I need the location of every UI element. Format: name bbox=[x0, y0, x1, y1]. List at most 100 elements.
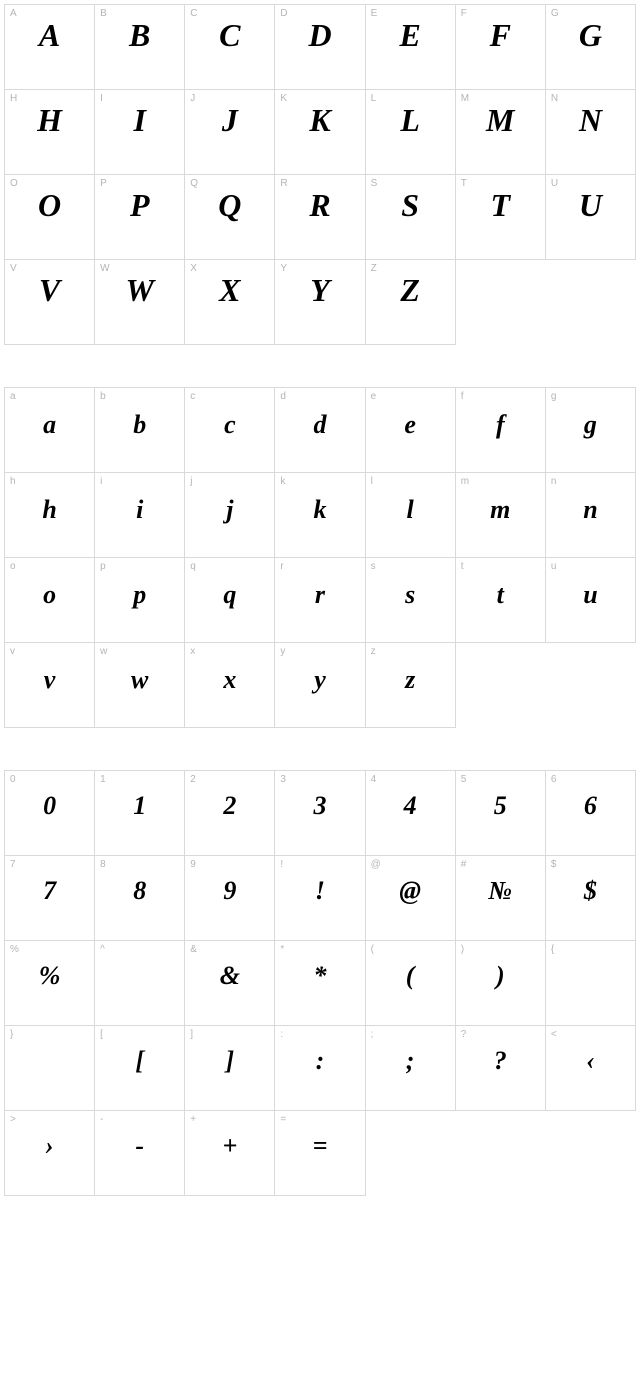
glyph-cell[interactable]: <‹ bbox=[546, 1026, 636, 1111]
glyph-cell[interactable]: mm bbox=[456, 473, 546, 558]
glyph-cell[interactable]: ZZ bbox=[366, 260, 456, 345]
glyph-cell[interactable]: XX bbox=[185, 260, 275, 345]
glyph-cell[interactable]: WW bbox=[95, 260, 185, 345]
glyph-cell[interactable]: RR bbox=[275, 175, 365, 260]
glyph-cell[interactable]: 33 bbox=[275, 771, 365, 856]
glyph-cell[interactable]: jj bbox=[185, 473, 275, 558]
glyph-cell[interactable]: YY bbox=[275, 260, 365, 345]
glyph-cell[interactable]: ++ bbox=[185, 1111, 275, 1196]
glyph: & bbox=[185, 963, 274, 989]
glyph-cell[interactable]: vv bbox=[5, 643, 95, 728]
glyph-cell[interactable]: ww bbox=[95, 643, 185, 728]
glyph-cell[interactable]: ii bbox=[95, 473, 185, 558]
glyph-cell[interactable]: 66 bbox=[546, 771, 636, 856]
glyph-cell[interactable]: kk bbox=[275, 473, 365, 558]
glyph-cell[interactable]: 00 bbox=[5, 771, 95, 856]
glyph-cell[interactable]: 99 bbox=[185, 856, 275, 941]
glyph-cell[interactable]: ll bbox=[366, 473, 456, 558]
glyph-cell[interactable]: nn bbox=[546, 473, 636, 558]
glyph-cell[interactable]: JJ bbox=[185, 90, 275, 175]
glyph-cell[interactable]: !! bbox=[275, 856, 365, 941]
glyph: l bbox=[366, 497, 455, 523]
glyph-cell[interactable]: && bbox=[185, 941, 275, 1026]
glyph-cell[interactable]: HH bbox=[5, 90, 95, 175]
glyph-cell[interactable]: } bbox=[5, 1026, 95, 1111]
glyph-cell[interactable]: 11 bbox=[95, 771, 185, 856]
glyph-cell[interactable]: ;; bbox=[366, 1026, 456, 1111]
glyph-cell[interactable]: pp bbox=[95, 558, 185, 643]
glyph-cell[interactable]: yy bbox=[275, 643, 365, 728]
glyph-cell[interactable]: 88 bbox=[95, 856, 185, 941]
glyph-cell[interactable]: (( bbox=[366, 941, 456, 1026]
glyph-cell[interactable]: NN bbox=[546, 90, 636, 175]
cell-label: i bbox=[100, 476, 103, 487]
glyph-cell[interactable]: SS bbox=[366, 175, 456, 260]
glyph-cell[interactable]: [[ bbox=[95, 1026, 185, 1111]
glyph-cell[interactable]: rr bbox=[275, 558, 365, 643]
glyph-cell[interactable]: aa bbox=[5, 388, 95, 473]
cell-label: e bbox=[371, 391, 377, 402]
glyph: J bbox=[185, 104, 274, 136]
glyph-cell[interactable]: MM bbox=[456, 90, 546, 175]
glyph-cell[interactable]: GG bbox=[546, 5, 636, 90]
glyph-cell[interactable]: hh bbox=[5, 473, 95, 558]
glyph-cell[interactable]: ** bbox=[275, 941, 365, 1026]
glyph-cell[interactable]: #№ bbox=[456, 856, 546, 941]
glyph-cell[interactable]: tt bbox=[456, 558, 546, 643]
glyph-cell[interactable]: KK bbox=[275, 90, 365, 175]
cell-label: 1 bbox=[100, 774, 106, 785]
glyph-cell[interactable]: ee bbox=[366, 388, 456, 473]
glyph-cell[interactable]: -- bbox=[95, 1111, 185, 1196]
glyph-cell[interactable]: cc bbox=[185, 388, 275, 473]
glyph-cell[interactable]: FF bbox=[456, 5, 546, 90]
glyph-cell[interactable]: QQ bbox=[185, 175, 275, 260]
glyph-cell[interactable]: ff bbox=[456, 388, 546, 473]
glyph: R bbox=[275, 189, 364, 221]
glyph-cell[interactable]: zz bbox=[366, 643, 456, 728]
glyph-cell[interactable]: LL bbox=[366, 90, 456, 175]
glyph-cell[interactable]: II bbox=[95, 90, 185, 175]
glyph-cell[interactable]: dd bbox=[275, 388, 365, 473]
glyph-cell[interactable]: OO bbox=[5, 175, 95, 260]
glyph-cell[interactable]: oo bbox=[5, 558, 95, 643]
glyph-cell[interactable]: gg bbox=[546, 388, 636, 473]
glyph-cell[interactable]: ?? bbox=[456, 1026, 546, 1111]
glyph: G bbox=[546, 19, 635, 51]
glyph-cell[interactable]: BB bbox=[95, 5, 185, 90]
glyph-cell[interactable]: EE bbox=[366, 5, 456, 90]
glyph-cell[interactable]: @@ bbox=[366, 856, 456, 941]
glyph-cell[interactable]: %% bbox=[5, 941, 95, 1026]
glyph-cell[interactable]: UU bbox=[546, 175, 636, 260]
cell-label: 7 bbox=[10, 859, 16, 870]
glyph-cell[interactable]: ^ bbox=[95, 941, 185, 1026]
glyph-cell[interactable]: )) bbox=[456, 941, 546, 1026]
cell-label: S bbox=[371, 178, 378, 189]
cell-label: K bbox=[280, 93, 287, 104]
glyph-cell[interactable]: 44 bbox=[366, 771, 456, 856]
glyph-cell[interactable]: { bbox=[546, 941, 636, 1026]
glyph-cell[interactable]: xx bbox=[185, 643, 275, 728]
cell-label: = bbox=[280, 1114, 286, 1125]
glyph-cell[interactable]: TT bbox=[456, 175, 546, 260]
glyph-cell[interactable]: DD bbox=[275, 5, 365, 90]
glyph-cell[interactable]: bb bbox=[95, 388, 185, 473]
glyph-cell[interactable]: uu bbox=[546, 558, 636, 643]
glyph-cell[interactable]: VV bbox=[5, 260, 95, 345]
glyph-cell[interactable]: ss bbox=[366, 558, 456, 643]
cell-label: g bbox=[551, 391, 557, 402]
glyph-cell[interactable]: AA bbox=[5, 5, 95, 90]
glyph-cell[interactable]: PP bbox=[95, 175, 185, 260]
glyph: d bbox=[275, 412, 364, 438]
glyph-cell[interactable]: ]] bbox=[185, 1026, 275, 1111]
cell-label: + bbox=[190, 1114, 196, 1125]
glyph-cell[interactable]: 55 bbox=[456, 771, 546, 856]
glyph-cell[interactable]: $$ bbox=[546, 856, 636, 941]
glyph-cell[interactable]: == bbox=[275, 1111, 365, 1196]
glyph-cell[interactable]: CC bbox=[185, 5, 275, 90]
glyph: i bbox=[95, 497, 184, 523]
glyph-cell[interactable]: :: bbox=[275, 1026, 365, 1111]
glyph-cell[interactable]: >› bbox=[5, 1111, 95, 1196]
glyph-cell[interactable]: 22 bbox=[185, 771, 275, 856]
glyph-cell[interactable]: qq bbox=[185, 558, 275, 643]
glyph-cell[interactable]: 77 bbox=[5, 856, 95, 941]
